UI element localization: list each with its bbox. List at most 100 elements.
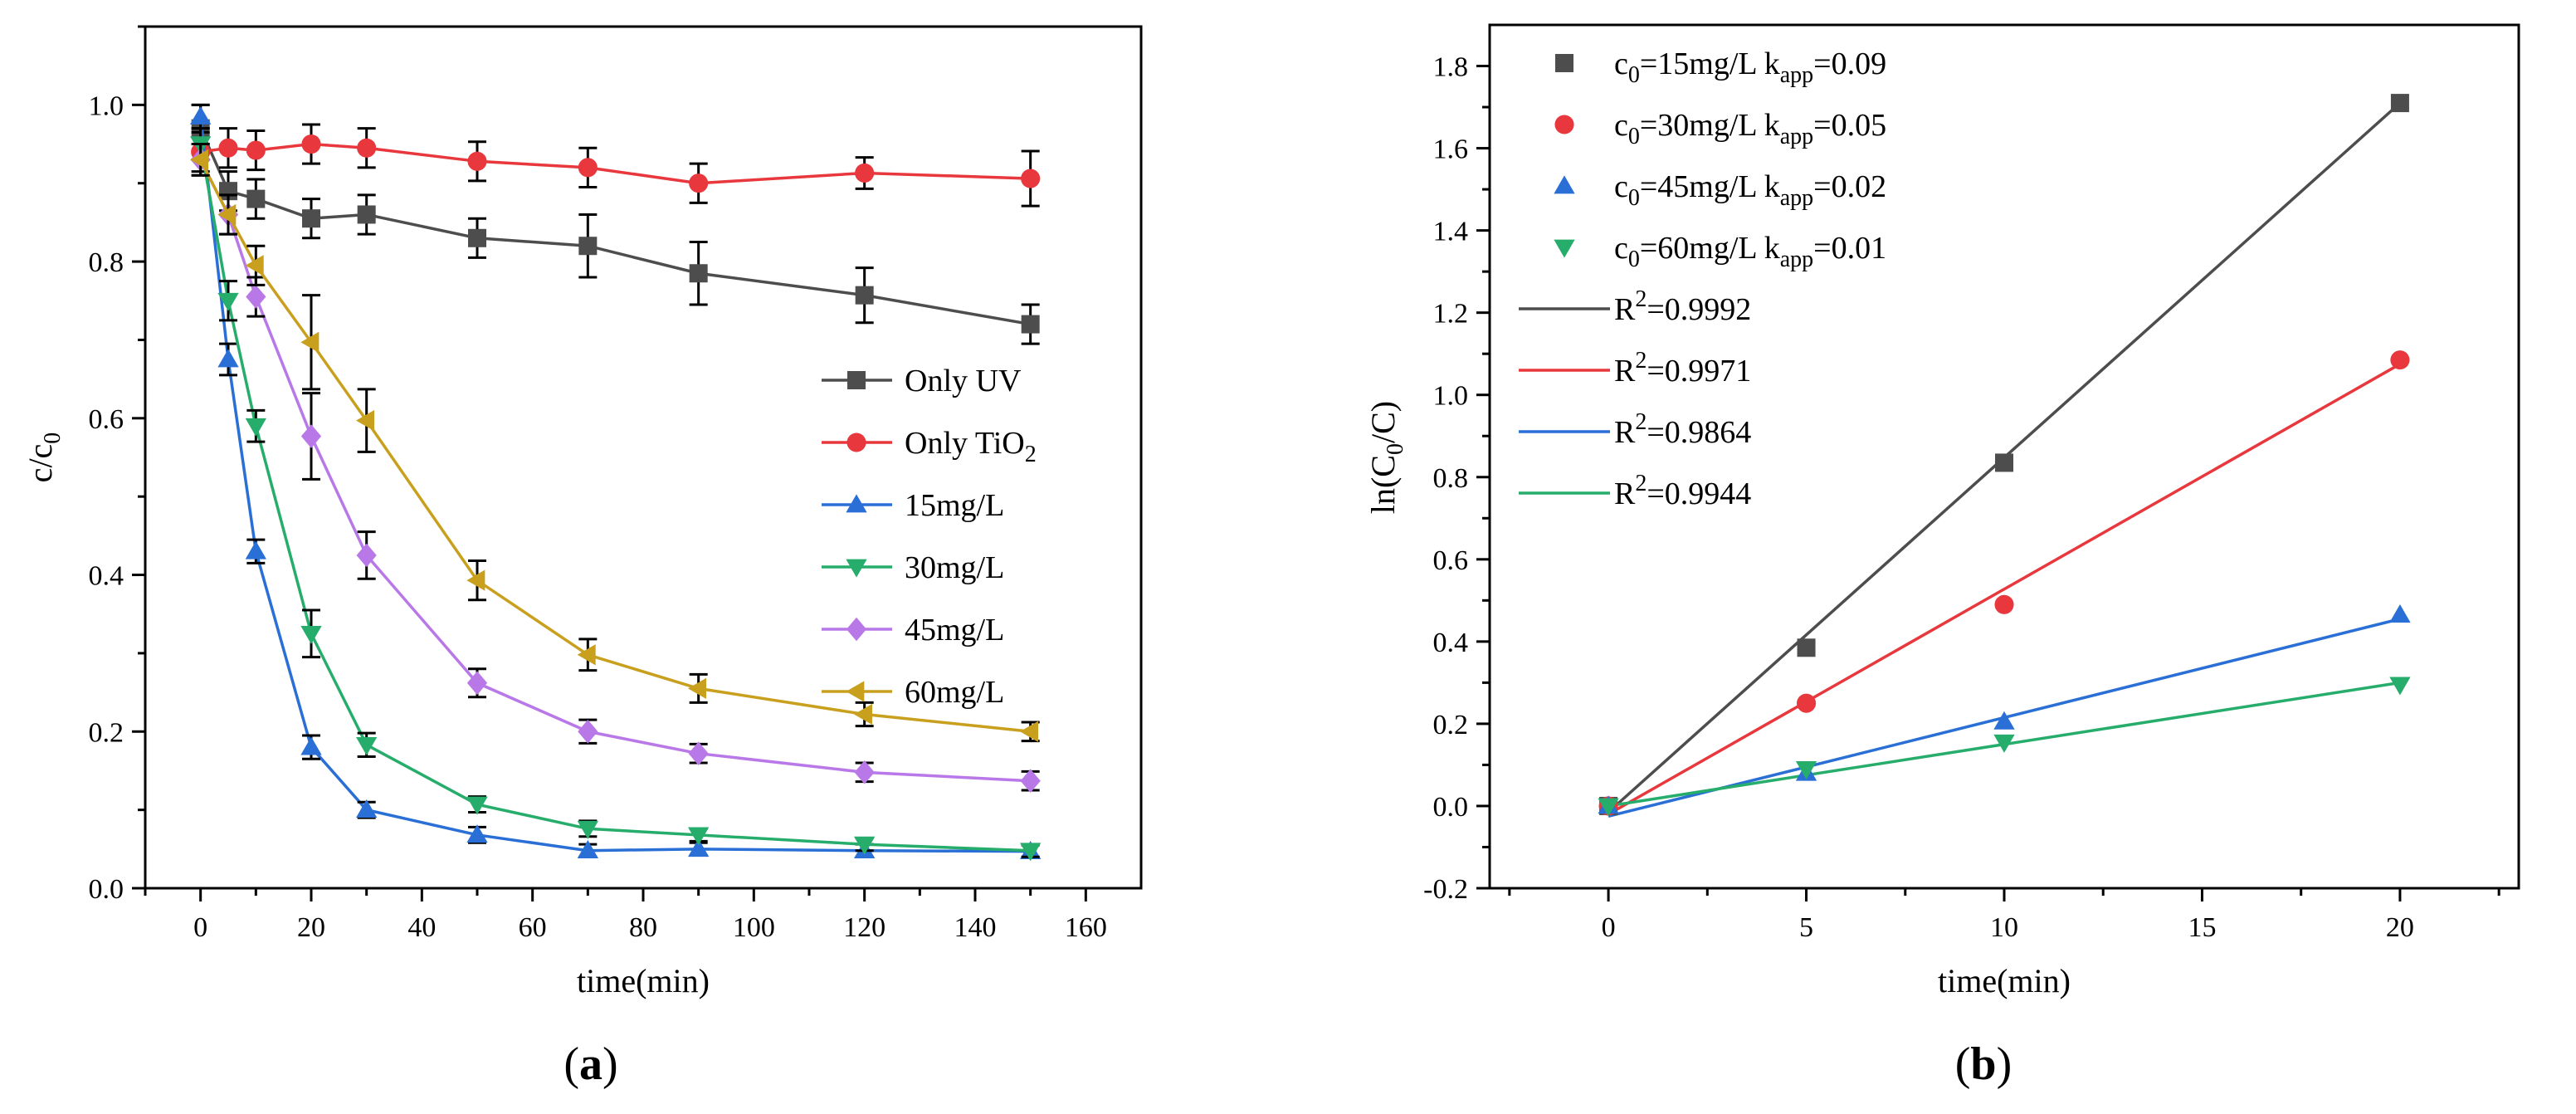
panel-b-y-axis-label: ln(C0/C) (1364, 401, 1408, 514)
panel-b-data-point (1795, 761, 1817, 780)
panel-a-legend-item: 15mg/L (822, 488, 1004, 523)
panel-a-legend-label: 15mg/L (905, 488, 1004, 523)
panel-b-data-point (2390, 94, 2409, 113)
panel-a-legend: Only UV Only TiO2 15mg/L 30mg/L 45mg/L 60mg/L (822, 364, 1037, 710)
panel-b-x-axis-label: time(min) (1938, 962, 2071, 999)
panel-b-y-tick-label: 0.0 (1433, 792, 1469, 823)
panel-a-data-point (688, 827, 710, 846)
panel-b-y-tick-label: 0.2 (1433, 710, 1469, 740)
panel-a-data-point (356, 543, 377, 568)
panel-a-data-point (578, 237, 598, 256)
panel-a-data-point (855, 163, 875, 183)
panel-a-data-point (246, 189, 266, 208)
panel-a-data-point (467, 151, 487, 171)
panel-a-data-point (688, 741, 709, 765)
panel-b-legend-item: c0=45mg/L kapp=0.02 (1554, 169, 1886, 211)
panel-a-data-point (577, 840, 598, 859)
panel-a-series-line (199, 159, 1031, 783)
panel-b-y-tick-label: 1.4 (1433, 217, 1469, 247)
panel-b-y-tick-label: 1.6 (1433, 134, 1469, 165)
panel-a-legend-marker (846, 432, 866, 452)
panel-b-y-tick-label: 1.0 (1433, 381, 1469, 412)
panel-b-data-point (1994, 594, 2014, 614)
panel-a-legend-item: 45mg/L (822, 613, 1004, 647)
panel-a-data-point (357, 138, 377, 158)
panel-a-legend-label: 45mg/L (905, 613, 1004, 647)
panel-a-data-point (688, 677, 707, 700)
panel-b-series-3 (1598, 604, 2411, 814)
panel-a-x-tick-label: 60 (519, 912, 547, 943)
panel-a-data-point (245, 418, 266, 437)
panel-a-y-tick-label: 0.4 (89, 561, 124, 592)
panel-b-legend-label: R2=0.9944 (1614, 471, 1751, 511)
panel-a-series-line (199, 159, 1031, 734)
panel-a-x-tick-label: 40 (407, 912, 436, 943)
panel-a-data-point (218, 138, 238, 158)
panel-a-data-point (300, 625, 322, 644)
panel-b-data-point (2390, 350, 2410, 370)
panel-a-data-point (1020, 843, 1042, 862)
panel-b-label: (b) (1955, 1038, 2012, 1090)
panel-b-legend-label: R2=0.9971 (1614, 348, 1751, 388)
panel-b-legend-item: R2=0.9864 (1519, 409, 1751, 450)
panel-a-legend-marker (846, 617, 867, 642)
panel-a-legend-marker (846, 559, 867, 578)
panel-b-data-point (1598, 798, 1619, 817)
panel-a-series-6 (190, 143, 1040, 743)
panel-b-chart: 0 5 10 15 20 -0.2 0.0 0.2 0.4 0.6 0.8 1.0 1.2 1.4 1.6… (1364, 23, 2520, 1090)
panel-a-data-point (578, 158, 598, 178)
panel-b-data-point (1993, 734, 2015, 753)
panel-b-legend-item: c0=30mg/L kapp=0.05 (1554, 108, 1886, 149)
panel-b-x-tick-label: 20 (2386, 912, 2414, 943)
panel-a-legend-marker (847, 371, 866, 389)
panel-a-data-point (246, 140, 266, 160)
panel-b-x-tick-label: 15 (2188, 912, 2216, 943)
panel-b-legend-label: c0=45mg/L kapp=0.02 (1614, 169, 1886, 211)
panel-a-data-point (1021, 169, 1041, 188)
panel-a-data-point (301, 134, 321, 154)
panel-b-x-tick-label: 5 (1799, 912, 1813, 943)
panel-a-x-tick-label: 80 (629, 912, 657, 943)
panel-b-y-tick-label: -0.2 (1423, 874, 1468, 905)
panel-a-data-point (689, 173, 709, 193)
panel-b-legend-marker (1555, 54, 1573, 72)
panel-a-series-line (198, 116, 1031, 853)
panel-a-series-line (198, 144, 1031, 853)
panel-b-y-tick-label: 0.6 (1433, 545, 1469, 576)
panel-a-data-point (217, 292, 239, 311)
panel-b-legend-item: c0=60mg/L kapp=0.01 (1554, 231, 1886, 272)
panel-a-data-point (190, 149, 209, 171)
panel-b-data-point (1797, 638, 1816, 657)
panel-a-y-tick-label: 0.6 (89, 404, 124, 435)
panel-b-x-tick-label: 10 (1990, 912, 2018, 943)
panel-b-data-point (1796, 693, 1817, 713)
panel-b-legend: c0=15mg/L kapp=0.09 c0=30mg/L kapp=0.05 c0… (1519, 46, 1886, 511)
panel-a-data-point (300, 736, 322, 755)
panel-a-data-point (356, 736, 378, 755)
panel-a-y-axis-label: c/c0 (22, 432, 66, 483)
panel-a-legend-item: 60mg/L (822, 675, 1004, 710)
panel-b-x-tick-label: 0 (1602, 912, 1616, 943)
panel-a-data-point (854, 703, 873, 726)
panel-a-data-point (466, 824, 488, 843)
panel-a-legend-item: 30mg/L (822, 550, 1004, 585)
panel-a-series-2 (191, 123, 1041, 208)
panel-a-data-point (466, 569, 485, 591)
panel-a-data-point (1020, 721, 1039, 742)
panel-a-series-4 (190, 127, 1042, 862)
panel-b-legend-marker (1554, 175, 1575, 194)
panel-b-legend-marker (1554, 115, 1574, 134)
panel-b-legend-item: R2=0.9944 (1519, 471, 1751, 511)
panel-a-data-point (468, 228, 486, 247)
panel-a-series-line (199, 127, 1031, 326)
panel-a-x-tick-label: 0 (193, 912, 207, 943)
panel-b-fit-line (1608, 363, 2401, 816)
panel-a-data-point (1020, 769, 1041, 794)
panel-a-data-point (688, 838, 710, 857)
panel-a-data-point (356, 409, 375, 432)
panel-a-data-point (689, 264, 708, 283)
panel-b-data-point (2389, 677, 2411, 696)
panel-a-data-point (854, 760, 875, 784)
panel-a-legend-marker (846, 494, 867, 513)
